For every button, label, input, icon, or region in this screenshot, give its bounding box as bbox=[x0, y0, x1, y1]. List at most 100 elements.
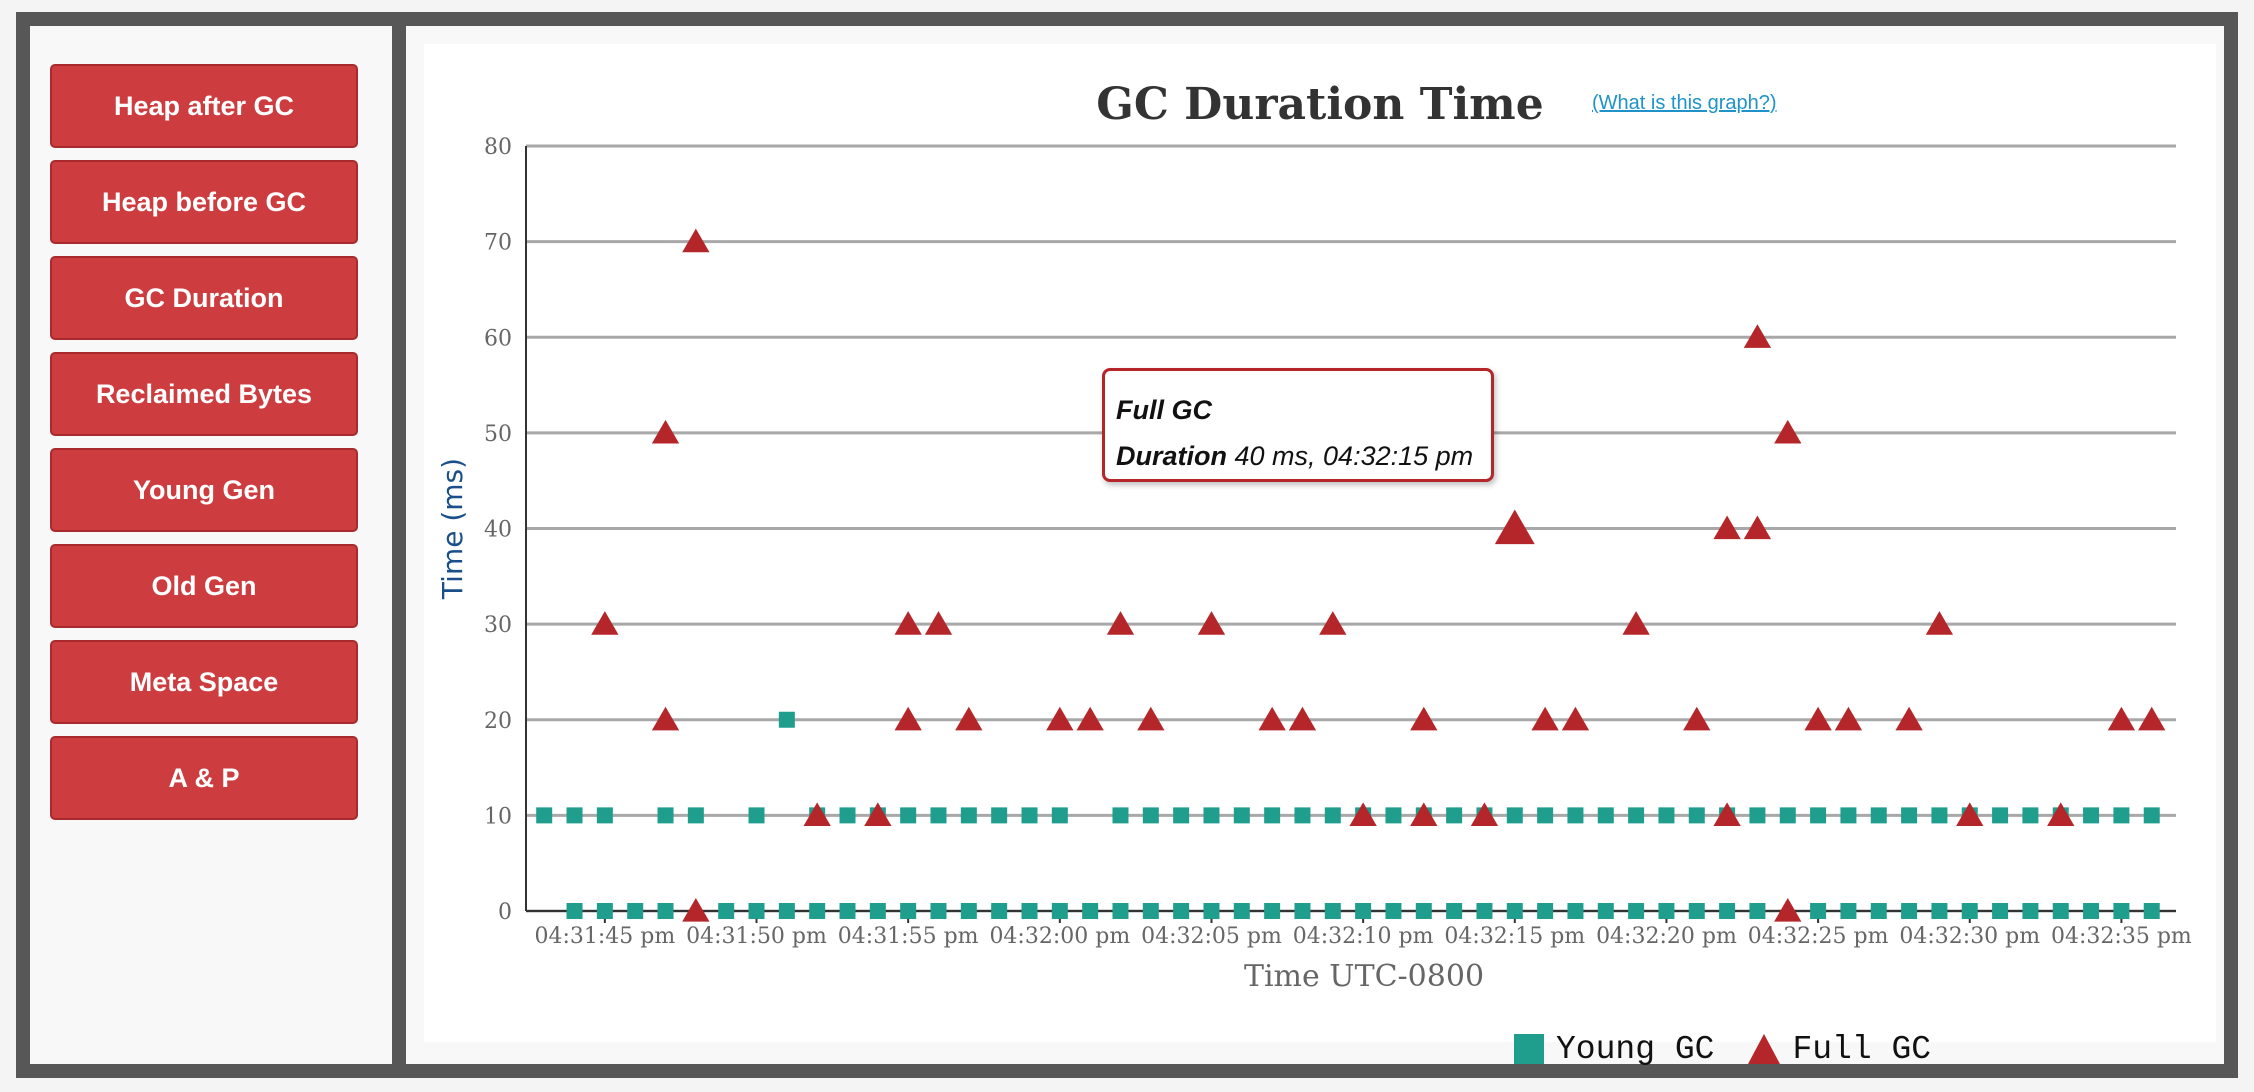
x-tick-label: 04:31:45 pm bbox=[534, 924, 675, 949]
y-tick-label: 80 bbox=[484, 135, 512, 160]
full-gc-point bbox=[894, 706, 922, 731]
young-gc-point bbox=[778, 711, 795, 728]
full-gc-point bbox=[1349, 802, 1377, 827]
x-tick-label: 04:32:30 pm bbox=[1899, 924, 2040, 949]
x-tick-label: 04:32:10 pm bbox=[1293, 924, 1434, 949]
young-gc-point bbox=[2143, 903, 2160, 919]
young-gc-point bbox=[1901, 807, 1918, 824]
full-gc-point bbox=[651, 706, 680, 731]
old-gen-button[interactable]: Old Gen bbox=[50, 544, 358, 628]
full-gc-point bbox=[1046, 706, 1074, 731]
young-gc-point bbox=[900, 903, 917, 919]
young-gen-button[interactable]: Young Gen bbox=[50, 448, 358, 532]
young-gc-point bbox=[930, 903, 947, 919]
x-axis-label: Time UTC-0800 bbox=[1244, 959, 1484, 994]
young-gc-point bbox=[1142, 807, 1159, 824]
reclaimed-bytes-button[interactable]: Reclaimed Bytes bbox=[50, 352, 358, 436]
young-gc-point bbox=[1203, 807, 1220, 824]
young-gc-point bbox=[839, 807, 856, 824]
young-gc-point bbox=[1537, 903, 1554, 919]
full-gc-point bbox=[1834, 706, 1863, 731]
a-and-p-button[interactable]: A & P bbox=[50, 736, 358, 820]
young-gc-point bbox=[1021, 903, 1038, 919]
x-tick-label: 04:32:35 pm bbox=[2051, 924, 2192, 949]
young-gc-point bbox=[869, 903, 886, 919]
chart-title: GC Duration Time bbox=[1096, 79, 1543, 130]
full-gc-point bbox=[1410, 706, 1438, 731]
young-gc-point bbox=[1658, 807, 1675, 824]
young-gc-point bbox=[1931, 903, 1948, 919]
y-tick-label: 40 bbox=[484, 518, 512, 543]
gc-duration-button[interactable]: GC Duration bbox=[50, 256, 358, 340]
full-gc-point bbox=[1743, 515, 1772, 540]
young-gc-point bbox=[1992, 807, 2009, 824]
full-gc-point bbox=[1713, 802, 1741, 827]
young-gc-point bbox=[1446, 807, 1463, 824]
young-gc-point bbox=[1901, 903, 1918, 919]
y-tick-label: 50 bbox=[484, 422, 512, 447]
young-gc-point bbox=[718, 903, 735, 919]
young-gc-point bbox=[1324, 903, 1341, 919]
meta-space-button[interactable]: Meta Space bbox=[50, 640, 358, 724]
young-gc-point bbox=[1385, 807, 1402, 824]
young-gc-point bbox=[1870, 903, 1887, 919]
young-gc-point bbox=[1840, 903, 1857, 919]
young-gc-point bbox=[1719, 903, 1736, 919]
full-gc-point bbox=[1743, 324, 1772, 348]
young-gc-point bbox=[1810, 903, 1827, 919]
young-gc-point bbox=[566, 903, 583, 919]
young-gc-point bbox=[2143, 807, 2160, 824]
young-gc-point bbox=[657, 807, 674, 824]
young-gc-point bbox=[1294, 903, 1311, 919]
young-gc-point bbox=[1355, 903, 1372, 919]
young-gc-point bbox=[2022, 807, 2039, 824]
y-tick-label: 20 bbox=[484, 709, 512, 734]
full-gc-point bbox=[2047, 802, 2075, 827]
young-gc-point bbox=[1506, 903, 1523, 919]
young-gc-point bbox=[1567, 807, 1584, 824]
young-gc-point bbox=[2113, 807, 2130, 824]
young-gc-point bbox=[1476, 903, 1493, 919]
young-gc-point bbox=[1597, 807, 1614, 824]
young-gc-point bbox=[748, 807, 765, 824]
young-gc-point bbox=[1810, 807, 1827, 824]
young-gc-point bbox=[2052, 903, 2069, 919]
x-tick-label: 04:31:55 pm bbox=[838, 924, 979, 949]
x-tick-label: 04:31:50 pm bbox=[686, 924, 827, 949]
young-gc-point bbox=[1749, 807, 1766, 824]
full-gc-point bbox=[1106, 611, 1135, 635]
legend-label-young-gc[interactable]: Young GC bbox=[1556, 1030, 1715, 1068]
young-gc-point bbox=[1688, 903, 1705, 919]
app-frame: Heap after GC Heap before GC GC Duration… bbox=[16, 12, 2238, 1078]
young-gc-point bbox=[809, 903, 826, 919]
legend-label-full-gc[interactable]: Full GC bbox=[1792, 1030, 1932, 1068]
chart-tooltip: Full GC Duration 40 ms, 04:32:15 pm bbox=[1102, 368, 1494, 482]
full-gc-point bbox=[591, 611, 619, 635]
young-gc-point bbox=[1628, 807, 1645, 824]
young-gc-point bbox=[1021, 807, 1038, 824]
main-panel: GC Duration Time 0 10 20 30 40 50 60 70 80 04:31:4… bbox=[406, 26, 2224, 1068]
full-gc-point bbox=[1531, 706, 1559, 731]
young-gc-point bbox=[1658, 903, 1675, 919]
young-gc-point bbox=[1264, 903, 1281, 919]
young-gc-point bbox=[900, 807, 917, 824]
what-is-this-graph-link[interactable]: (What is this graph?) bbox=[1592, 92, 1777, 114]
heap-after-gc-button[interactable]: Heap after GC bbox=[50, 64, 358, 148]
young-gc-point bbox=[778, 903, 795, 919]
young-gc-legend-square-icon bbox=[1514, 1034, 1544, 1064]
x-tick-label: 04:32:00 pm bbox=[989, 924, 1130, 949]
young-gc-point bbox=[2083, 903, 2100, 919]
young-gc-point bbox=[1051, 807, 1068, 824]
young-gc-point bbox=[2083, 807, 2100, 824]
young-gc-point bbox=[1233, 807, 1250, 824]
young-gc-point bbox=[596, 807, 613, 824]
full-gc-point bbox=[1683, 706, 1711, 731]
young-gc-point bbox=[1051, 903, 1068, 919]
x-tick-label: 04:32:15 pm bbox=[1444, 924, 1585, 949]
full-gc-point bbox=[924, 611, 953, 635]
heap-before-gc-button[interactable]: Heap before GC bbox=[50, 160, 358, 244]
x-tick-label: 04:32:05 pm bbox=[1141, 924, 1282, 949]
young-gc-point bbox=[1567, 903, 1584, 919]
young-gc-point bbox=[1294, 807, 1311, 824]
full-gc-point bbox=[651, 419, 680, 444]
